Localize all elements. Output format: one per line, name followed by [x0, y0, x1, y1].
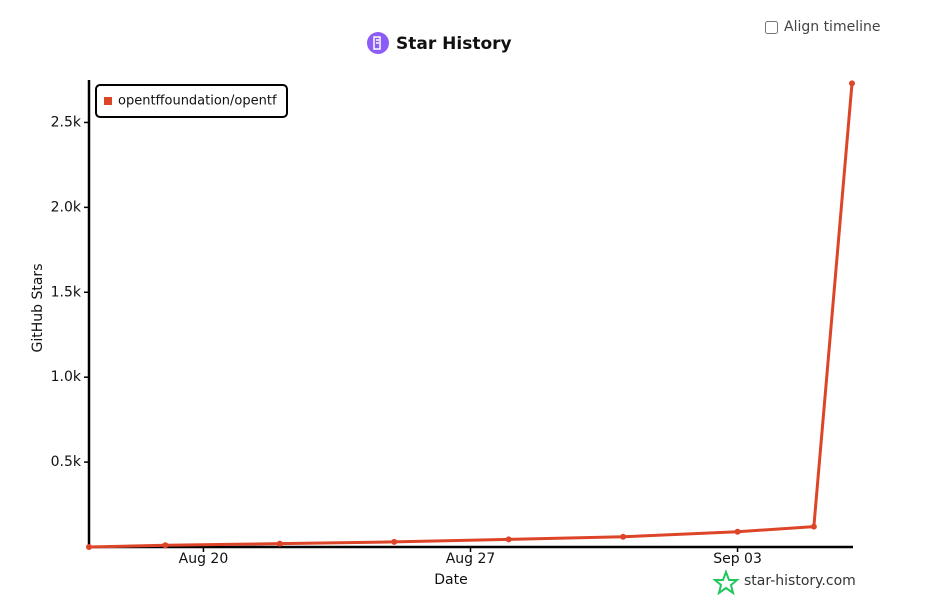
x-tick-label: Aug 20	[179, 551, 229, 567]
align-checkbox[interactable]	[765, 20, 778, 34]
series-line	[88, 83, 854, 549]
align-timeline[interactable]: Align timeline	[765, 19, 880, 35]
x-axis-label: Date	[434, 572, 467, 588]
y-tick-label: 2.0k	[51, 199, 82, 215]
legend-box	[95, 84, 288, 118]
data-point	[734, 528, 741, 535]
data-point	[505, 536, 512, 543]
watermark: star-history.com	[744, 573, 856, 589]
data-point	[620, 533, 627, 540]
y-tick-label: 2.5k	[51, 114, 82, 130]
align-label: Align timeline	[784, 19, 881, 35]
data-point	[86, 544, 92, 550]
data-point	[162, 542, 169, 549]
data-point	[276, 540, 283, 547]
y-axis-label: GitHub Stars	[30, 264, 46, 353]
data-point	[849, 80, 855, 87]
logo-icon	[373, 36, 381, 50]
legend-label: opentffoundation/opentf	[118, 94, 277, 109]
y-tick-label: 1.5k	[51, 284, 82, 300]
watermark-icon	[712, 569, 740, 596]
legend-swatch	[104, 97, 112, 105]
chart-title: Star History	[396, 34, 512, 54]
data-point	[810, 523, 817, 530]
data-point	[391, 538, 398, 545]
x-tick-label: Aug 27	[446, 551, 496, 567]
y-tick-label: 1.0k	[51, 369, 82, 385]
y-tick-label: 0.5k	[51, 454, 82, 470]
x-tick-label: Sep 03	[713, 551, 762, 567]
